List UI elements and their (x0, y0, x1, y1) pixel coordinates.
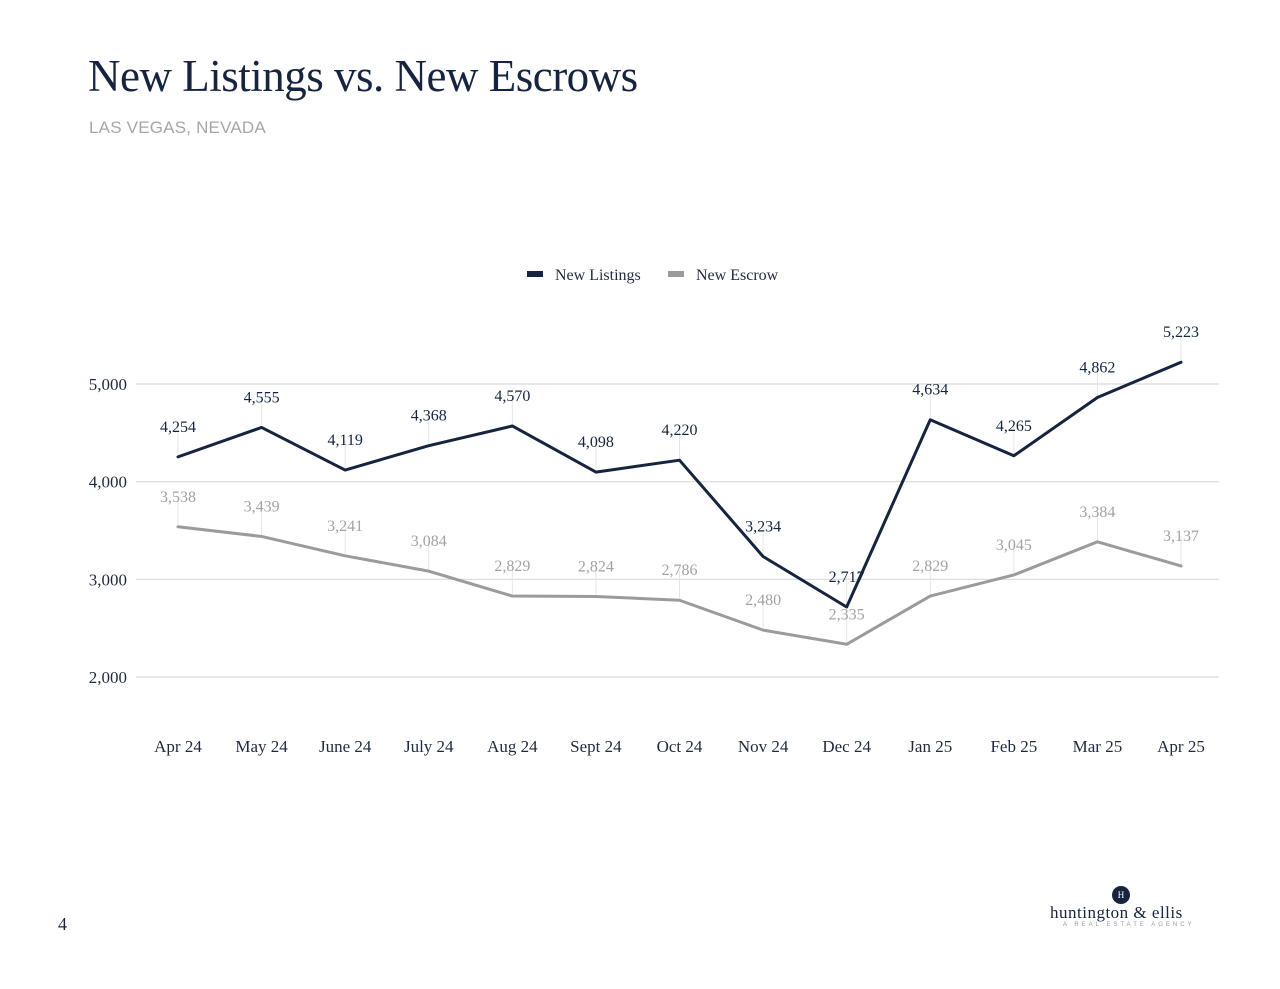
data-label: 2,824 (578, 559, 614, 576)
data-label: 3,241 (327, 518, 363, 535)
data-label: 2,786 (662, 562, 698, 579)
data-label: 3,439 (244, 498, 280, 515)
logo-tagline: A REAL ESTATE AGENCY (1063, 922, 1195, 928)
x-tick-label: June 24 (319, 737, 372, 756)
y-tick-label: 5,000 (89, 375, 127, 394)
data-label: 3,084 (411, 533, 447, 550)
legend-new-escrow-label: New Escrow (696, 267, 779, 284)
data-label: 4,555 (244, 389, 280, 406)
x-tick-label: Jan 25 (908, 737, 952, 756)
page-title: New Listings vs. New Escrows (88, 51, 638, 101)
data-label: 2,829 (912, 558, 948, 575)
y-tick-label: 3,000 (89, 570, 127, 589)
data-label: 4,254 (160, 419, 196, 436)
legend-new-listings-label: New Listings (555, 267, 641, 284)
x-tick-label: Apr 24 (154, 737, 202, 756)
x-tick-label: Sept 24 (570, 737, 622, 756)
company-logo: H huntington & ellis A REAL ESTATE AGENC… (1046, 884, 1206, 934)
data-label: 4,634 (912, 382, 948, 399)
y-tick-label: 4,000 (89, 473, 127, 492)
data-label: 2,480 (745, 592, 781, 609)
legend-new-listings-swatch (527, 271, 543, 277)
page-number: 4 (58, 914, 67, 934)
data-label: 3,045 (996, 537, 1032, 554)
y-tick-label: 2,000 (89, 668, 127, 687)
data-label: 3,384 (1079, 504, 1115, 521)
x-tick-label: Apr 25 (1157, 737, 1205, 756)
data-label: 4,368 (411, 408, 447, 425)
x-tick-label: Aug 24 (487, 737, 538, 756)
data-label: 4,265 (996, 418, 1032, 435)
x-tick-label: Nov 24 (738, 737, 789, 756)
data-label: 2,335 (829, 606, 865, 623)
x-tick-label: Oct 24 (657, 737, 703, 756)
data-label: 4,119 (327, 432, 362, 449)
data-label: 2,829 (494, 558, 530, 575)
data-label: 2,717 (829, 569, 865, 586)
x-tick-label: Dec 24 (822, 737, 871, 756)
x-tick-label: Mar 25 (1073, 737, 1123, 756)
data-label: 3,538 (160, 489, 196, 506)
series-line-new-escrow (176, 525, 1183, 646)
data-label: 5,223 (1163, 324, 1199, 341)
logo-mark-icon: H (1112, 886, 1130, 904)
data-label: 4,098 (578, 434, 614, 451)
legend-new-escrow-swatch (668, 271, 684, 277)
data-label: 4,862 (1079, 359, 1115, 376)
logo-name: huntington & ellis (1050, 903, 1183, 922)
x-tick-label: May 24 (235, 737, 288, 756)
series-line-new-listings (176, 360, 1183, 609)
x-tick-label: Feb 25 (990, 737, 1037, 756)
x-tick-label: July 24 (404, 737, 454, 756)
data-label: 3,234 (745, 518, 781, 535)
data-label: 4,220 (662, 422, 698, 439)
data-label: 4,570 (494, 388, 530, 405)
data-label: 3,137 (1163, 528, 1199, 545)
page-subtitle: LAS VEGAS, NEVADA (89, 118, 266, 137)
